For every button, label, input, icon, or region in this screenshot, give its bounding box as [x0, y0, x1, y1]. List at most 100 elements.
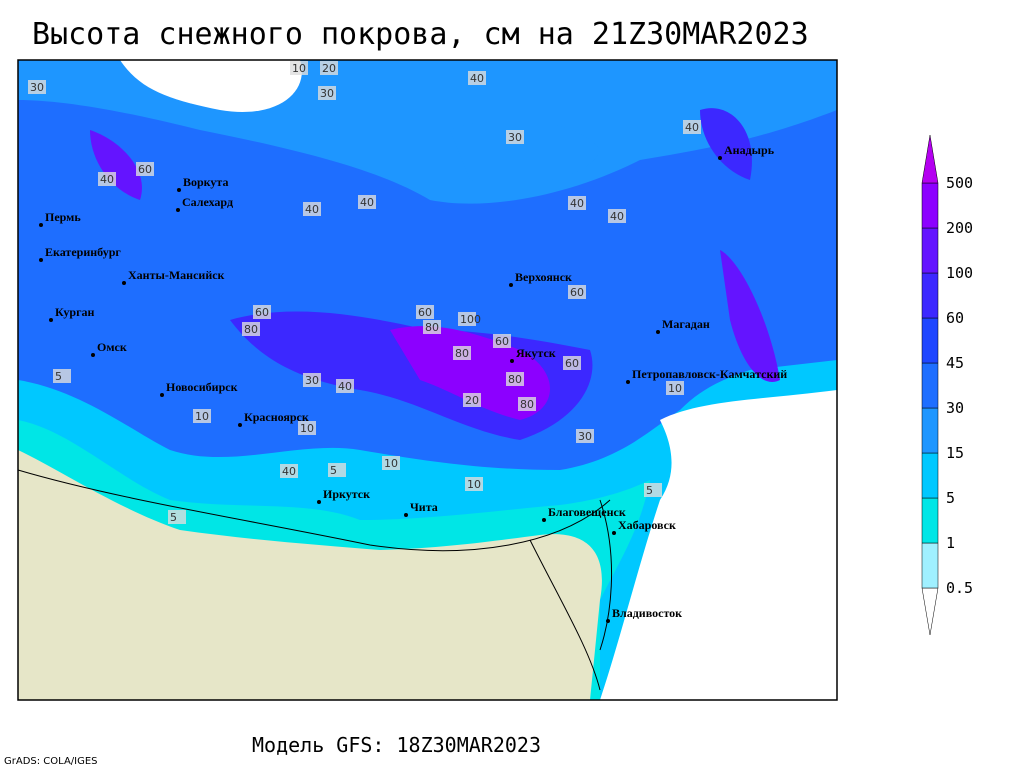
contour-label-box — [666, 381, 684, 395]
contour-label-box — [136, 162, 154, 176]
contour-label-box — [683, 120, 701, 134]
city-label: Владивосток — [612, 606, 682, 620]
contour-label-box — [298, 421, 316, 435]
city-label: Хабаровск — [618, 518, 676, 532]
colorbar-segment — [921, 407, 939, 454]
contour-label: 20 — [465, 394, 479, 407]
colorbar-label: 100 — [946, 264, 973, 282]
city-dot — [160, 393, 164, 397]
contour-label: 10 — [300, 422, 314, 435]
city-dot — [606, 619, 610, 623]
city-label: Чита — [410, 500, 438, 514]
colorbar-segment — [921, 587, 939, 636]
city-dot — [39, 223, 43, 227]
contour-label-box — [253, 305, 271, 319]
cities: Воркута Салехард Пермь Екатеринбург Ханты-Ма… — [39, 143, 787, 623]
colorbar-segment — [921, 362, 939, 409]
contour-label: 5 — [646, 484, 653, 497]
contour-label-box — [193, 409, 211, 423]
city-dot — [176, 208, 180, 212]
contour-label-box — [493, 334, 511, 348]
contour-label: 10 — [384, 457, 398, 470]
contour-label: 5 — [55, 370, 62, 383]
contour-label-box — [423, 320, 441, 334]
contour-label-box — [644, 483, 662, 497]
colorbar-segment — [921, 542, 939, 589]
contour-label-box — [98, 172, 116, 186]
colorbar-label: 5 — [946, 489, 955, 507]
contour-label: 40 — [570, 197, 584, 210]
contour-label-box — [576, 429, 594, 443]
contour-label: 80 — [508, 373, 522, 386]
city-dot — [91, 353, 95, 357]
border — [17, 469, 612, 691]
colorbar-segment — [921, 227, 939, 274]
colorbar-segment — [921, 497, 939, 544]
contour-label-box — [28, 80, 46, 94]
contour-label-box — [168, 510, 186, 524]
contour-label-box — [303, 373, 321, 387]
city-dot — [404, 513, 408, 517]
city-label: Красноярск — [244, 410, 309, 424]
colorbar-label: 200 — [946, 219, 973, 237]
contour-label-box — [468, 71, 486, 85]
colorbar-segment — [921, 272, 939, 319]
contour-label: 10 — [467, 478, 481, 491]
contour-label: 20 — [322, 62, 336, 75]
city-label: Воркута — [183, 175, 228, 189]
contour-label-box — [453, 346, 471, 360]
city-label: Якутск — [516, 346, 556, 360]
colorbar-segment — [921, 317, 939, 364]
model-label: Модель GFS: 18Z30MAR2023 — [252, 733, 541, 757]
title: Высота снежного покрова, см на 21Z30MAR2… — [32, 17, 809, 52]
city-label: Верхоянск — [515, 270, 572, 284]
contour-label: 10 — [195, 410, 209, 423]
contour-label-box — [320, 61, 338, 75]
contour-label: 60 — [418, 306, 432, 319]
city-label: Курган — [55, 305, 95, 319]
contour-label-box — [318, 86, 336, 100]
contour-label-box — [506, 372, 524, 386]
contour-label-box — [358, 195, 376, 209]
city-label: Анадырь — [724, 143, 775, 157]
contour-label-box — [280, 464, 298, 478]
city-label: Екатеринбург — [45, 245, 121, 259]
contour-label: 40 — [360, 196, 374, 209]
colorbar-label: 0.5 — [946, 579, 973, 597]
contour-labels: 40 30 20 10 30 40 60 40 40 40 60 80 100 60 80 80 60 80 30 4… — [28, 61, 701, 524]
contour-label: 5 — [170, 511, 177, 524]
contour-label: 30 — [320, 87, 334, 100]
colorbar-label: 30 — [946, 399, 964, 417]
contour-label: 30 — [578, 430, 592, 443]
city-dot — [122, 281, 126, 285]
contour-label-box — [506, 130, 524, 144]
contour-label: 30 — [30, 81, 44, 94]
contour-label: 30 — [508, 131, 522, 144]
city-label: Петропавловск-Камчатский — [632, 367, 787, 381]
city-dot — [510, 359, 514, 363]
contour-label-box — [463, 393, 481, 407]
city-label: Новосибирск — [166, 380, 238, 394]
contour-label-box — [328, 463, 346, 477]
contour-label-box — [303, 202, 321, 216]
city-label: Магадан — [662, 317, 710, 331]
colorbar-label: 60 — [946, 309, 964, 327]
contour-label: 60 — [255, 306, 269, 319]
contour-label: 60 — [138, 163, 152, 176]
contour-label-box — [242, 322, 260, 336]
city-label: Благовещенск — [548, 505, 626, 519]
contour-label: 40 — [685, 121, 699, 134]
contour-label: 40 — [100, 173, 114, 186]
contour-label: 60 — [570, 286, 584, 299]
contour-label-box — [568, 285, 586, 299]
contour-label: 80 — [520, 398, 534, 411]
colorbar-segment — [921, 452, 939, 499]
contour-label: 80 — [455, 347, 469, 360]
city-dot — [317, 500, 321, 504]
city-dot — [718, 156, 722, 160]
contour-label: 80 — [244, 323, 258, 336]
city-dot — [49, 318, 53, 322]
city-dot — [626, 380, 630, 384]
city-label: Пермь — [45, 210, 81, 224]
contour-label: 10 — [668, 382, 682, 395]
